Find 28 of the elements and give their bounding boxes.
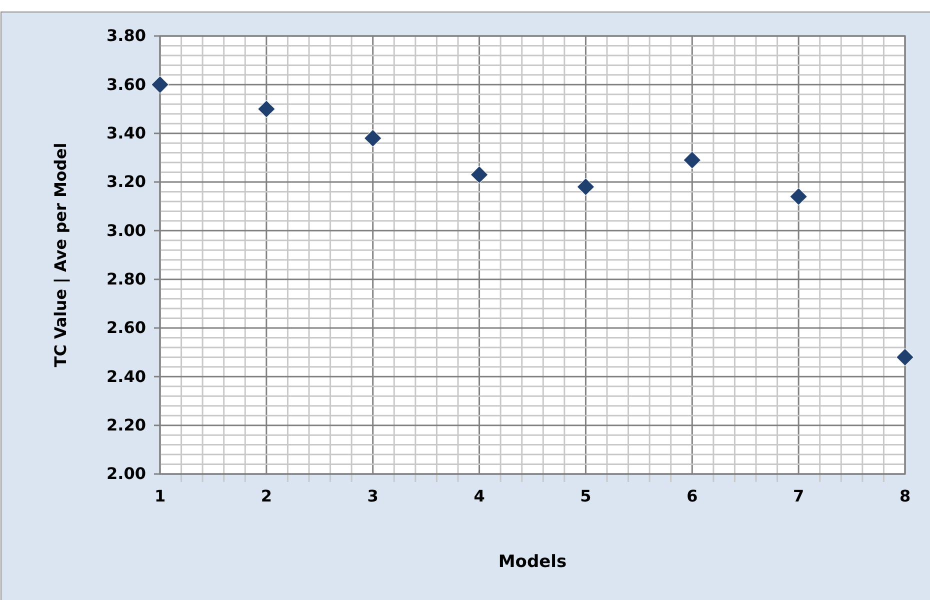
x-tick-label: 3 (367, 486, 378, 506)
x-tick-label: 6 (686, 486, 698, 506)
y-tick-label: 3.00 (106, 220, 146, 240)
point (576, 178, 595, 196)
x-tick-label: 7 (793, 486, 804, 506)
y-tick-label: 3.40 (106, 123, 146, 142)
point (683, 151, 702, 170)
y-axis-title: TC Value | Ave per Model (51, 142, 70, 368)
point (896, 348, 914, 366)
y-tick-label: 2.80 (106, 269, 146, 288)
x-tick-label: 1 (154, 486, 166, 506)
y-tick-label: 2.20 (106, 415, 146, 434)
y-tick-label: 2.40 (106, 366, 146, 386)
point (364, 129, 382, 148)
x-tick-label: 2 (260, 486, 272, 506)
x-axis-title: Models (498, 552, 567, 572)
x-tick-label: 8 (899, 486, 911, 506)
y-tick-label: 3.20 (106, 172, 146, 192)
point (258, 100, 276, 118)
x-tick-label: 5 (580, 486, 592, 506)
point (790, 188, 808, 206)
y-tick-label: 3.60 (106, 74, 146, 94)
y-tick-label: 2.00 (106, 464, 146, 484)
y-tick-label: 3.80 (106, 26, 146, 46)
point (470, 166, 488, 184)
x-tick-label: 4 (474, 486, 485, 506)
point (151, 76, 169, 94)
y-tick-label: 2.60 (106, 318, 146, 338)
